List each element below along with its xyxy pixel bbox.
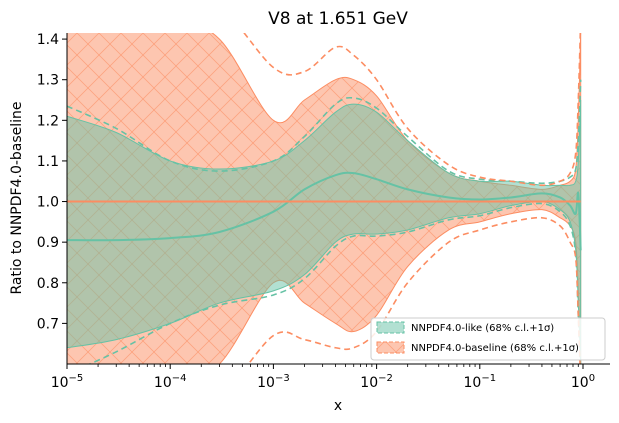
x-tick-label-1: 10−4 (154, 373, 187, 391)
x-axis-label: x (334, 398, 342, 414)
y-tick-label-2: 0.9 (37, 235, 59, 251)
y-tick-label-7: 1.4 (37, 32, 59, 48)
legend-frame (370, 317, 606, 361)
legend-hatch-baseline (377, 342, 404, 353)
x-tick-label-4: 10−1 (464, 373, 497, 391)
y-tick-label-4: 1.1 (37, 154, 59, 170)
y-axis-label: Ratio to NNPDF4.0-baseline (9, 101, 25, 294)
y-tick-label-1: 0.8 (37, 276, 59, 292)
axes (66, 33, 610, 365)
x-tick-label-3: 10−2 (360, 373, 393, 391)
band-like (67, 99, 582, 364)
x-tick-label-0: 10−5 (51, 373, 84, 391)
y-tick-label-6: 1.3 (37, 73, 59, 89)
y-tick-label-3: 1.0 (37, 195, 59, 211)
x-ticks: 10−5 10−4 10−3 10−2 10−1 100 (51, 364, 595, 391)
dashed-upper-like (67, 79, 582, 185)
legend-entry-like: NNPDF4.0-like (68% c.l.+1σ) (376, 321, 554, 334)
y-tick-label-5: 1.2 (37, 113, 59, 129)
x-tick-label-5: 100 (571, 373, 595, 391)
legend-label-like: NNPDF4.0-like (68% c.l.+1σ) (411, 323, 554, 334)
chart-title: V8 at 1.651 GeV (268, 9, 408, 29)
plot-area (67, 33, 582, 364)
y-ticks: 0.7 0.8 0.9 1.0 1.1 1.2 1.3 1.4 (37, 32, 67, 332)
dashed-upper-baseline (243, 33, 582, 187)
legend-swatch-like (376, 321, 405, 334)
legend: NNPDF4.0-like (68% c.l.+1σ) NNPDF4.0-bas… (370, 317, 606, 361)
central-line-like (67, 171, 582, 251)
dashed-lower-like (87, 202, 582, 364)
x-tick-label-2: 10−3 (257, 373, 290, 391)
legend-label-baseline: NNPDF4.0-baseline (68% c.l.+1σ) (411, 343, 579, 354)
legend-entry-baseline: NNPDF4.0-baseline (68% c.l.+1σ) (376, 341, 579, 354)
dashed-lower-baseline (247, 216, 581, 364)
y-tick-label-0: 0.7 (37, 316, 59, 332)
